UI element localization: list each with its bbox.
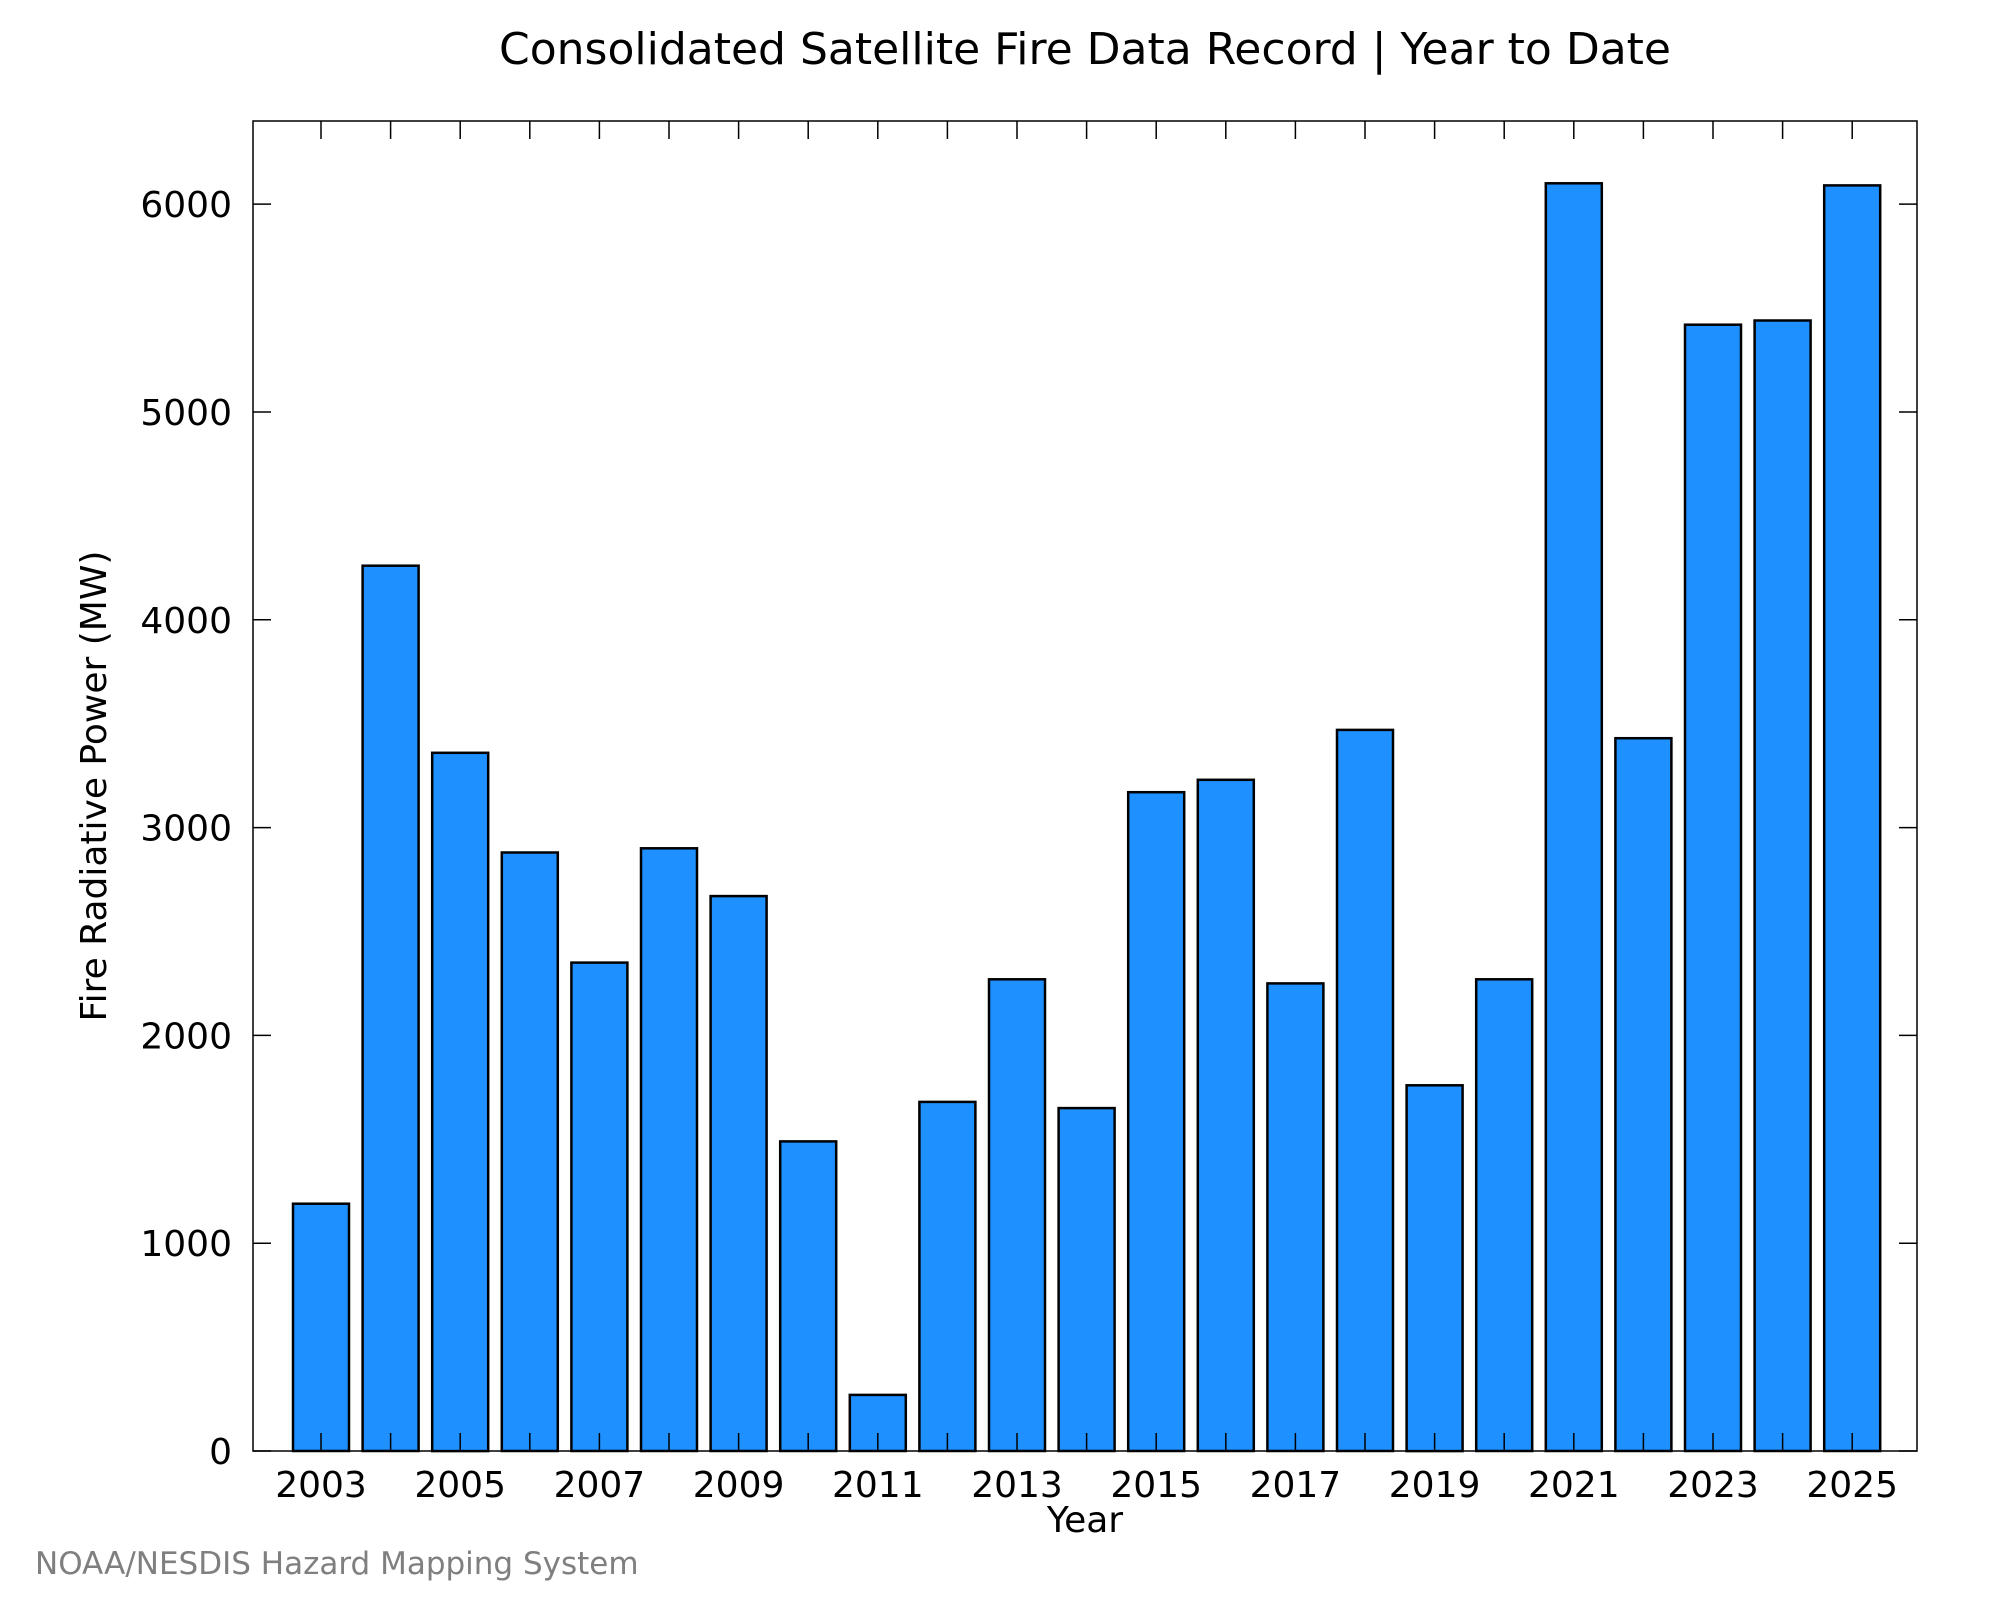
bar-2017 [1266, 982, 1325, 1453]
y-tick-label-1000: 1000 [140, 1224, 232, 1265]
bar-2008 [639, 847, 699, 1453]
bar-2005 [430, 751, 490, 1453]
bar-2003 [291, 1202, 351, 1453]
x-tick-label-2003: 2003 [275, 1465, 367, 1506]
bar-2015 [1126, 790, 1186, 1453]
chart-title: Consolidated Satellite Fire Data Record … [499, 24, 1671, 75]
x-tick-label-2007: 2007 [554, 1465, 646, 1506]
bar-2009 [709, 894, 768, 1453]
x-tick-label-2009: 2009 [693, 1465, 785, 1506]
bar-2016 [1196, 778, 1256, 1453]
y-tick-label-5000: 5000 [140, 393, 232, 434]
x-tick-label-2015: 2015 [1110, 1465, 1202, 1506]
x-tick-label-2023: 2023 [1667, 1465, 1759, 1506]
y-tick-label-6000: 6000 [140, 185, 232, 226]
y-axis-ticks: 0 1000 2000 3000 4000 5000 6000 [140, 185, 1917, 1473]
x-tick-label-2017: 2017 [1250, 1465, 1342, 1506]
bar-2010 [778, 1140, 838, 1453]
x-tick-label-2013: 2013 [971, 1465, 1063, 1506]
bar-2019 [1405, 1084, 1464, 1453]
bar-2025 [1822, 184, 1882, 1453]
bar-2018 [1335, 728, 1395, 1453]
bar-2012 [918, 1100, 977, 1453]
bar-2014 [1057, 1106, 1116, 1453]
x-tick-label-2025: 2025 [1806, 1465, 1898, 1506]
bar-2022 [1614, 736, 1673, 1453]
bar-2021 [1544, 182, 1604, 1453]
bar-2020 [1474, 978, 1534, 1453]
y-tick-label-3000: 3000 [140, 809, 232, 850]
y-tick-label-4000: 4000 [140, 601, 232, 642]
x-tick-label-2021: 2021 [1528, 1465, 1620, 1506]
bars-group [291, 182, 1882, 1453]
x-tick-label-2019: 2019 [1389, 1465, 1481, 1506]
x-axis-ticks: 2003 2005 2007 2009 2011 2013 2015 2017 2019 2021… [275, 121, 1898, 1506]
bar-2013 [987, 978, 1047, 1453]
y-tick-label-2000: 2000 [140, 1016, 232, 1057]
bar-2006 [500, 851, 560, 1453]
y-tick-label-0: 0 [209, 1432, 232, 1473]
source-credit: NOAA/NESDIS Hazard Mapping System [35, 1546, 639, 1582]
x-axis-label: Year [1046, 1500, 1123, 1541]
bar-2024 [1753, 319, 1812, 1453]
bar-2023 [1683, 323, 1743, 1453]
x-tick-label-2005: 2005 [414, 1465, 506, 1506]
y-axis-label: Fire Radiative Power (MW) [74, 551, 115, 1022]
x-tick-label-2011: 2011 [832, 1465, 924, 1506]
bar-2007 [570, 961, 629, 1453]
bar-2004 [361, 564, 420, 1453]
